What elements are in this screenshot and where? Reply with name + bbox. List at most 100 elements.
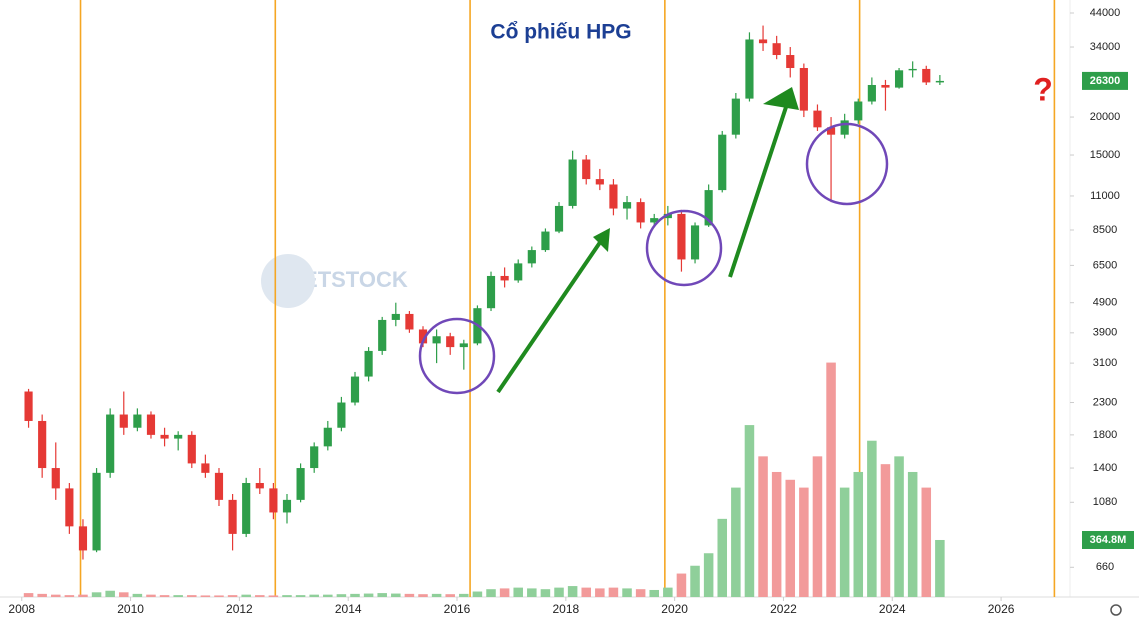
candle-body [310, 446, 319, 469]
candle-body [296, 468, 305, 500]
candle-body [894, 70, 904, 88]
y-tick-label: 8500 [1093, 224, 1117, 236]
candle-body [813, 110, 822, 128]
candle-body [282, 499, 292, 513]
price-tag-label: 26300 [1090, 75, 1121, 87]
volume-bar [295, 595, 306, 597]
volume-bar [499, 588, 510, 597]
candle-body [867, 84, 876, 102]
candle-body [731, 98, 740, 135]
candle-body [350, 376, 360, 403]
y-tick-label: 20000 [1090, 111, 1121, 123]
x-tick-label: 2014 [335, 602, 362, 616]
trend-arrow [728, 97, 791, 278]
y-tick-label: 1800 [1093, 429, 1117, 441]
candle-body [690, 225, 700, 260]
candle-body [391, 313, 400, 320]
y-tick-label: 1400 [1093, 462, 1117, 474]
x-tick-label: 2024 [879, 602, 906, 616]
volume-bar [105, 590, 115, 597]
candle-body [174, 434, 183, 439]
volume-bar [404, 593, 415, 597]
volume-bar [663, 587, 673, 597]
volume-bar [867, 440, 877, 597]
highlight-circle [418, 317, 496, 395]
candle-body [854, 101, 863, 121]
volume-bar [554, 587, 564, 597]
candle-body [228, 499, 237, 534]
candle-body [146, 414, 156, 435]
candle-body [786, 55, 795, 69]
candle-body [935, 80, 944, 83]
volume-bar [717, 518, 728, 597]
candle-body [826, 127, 836, 135]
candle-body [840, 120, 849, 135]
candle-body [187, 434, 196, 464]
candle-body [323, 427, 332, 447]
candle-body [65, 488, 74, 527]
volume-bar [119, 592, 129, 597]
volume-bar [907, 471, 918, 597]
settings-icon[interactable] [1110, 604, 1122, 616]
candle-body [609, 184, 618, 209]
volume-bar [255, 595, 265, 597]
volume-bar [431, 593, 442, 597]
x-tick-label: 2016 [444, 602, 471, 616]
volume-bar [935, 539, 945, 597]
candle-body [38, 420, 47, 469]
volume-tag-label: 364.8M [1090, 534, 1127, 546]
y-tick-label: 6500 [1093, 259, 1117, 271]
volume-bar [595, 588, 605, 597]
x-tick-label: 2026 [988, 602, 1015, 616]
candle-body [242, 483, 251, 534]
volume-bar [513, 587, 523, 597]
y-tick-label: 11000 [1090, 190, 1120, 202]
volume-bar [567, 586, 578, 597]
candle-body [527, 250, 536, 264]
volume-bar [350, 593, 360, 597]
candle-body [554, 205, 564, 232]
candle-body [486, 275, 496, 309]
volume-bar [37, 593, 47, 597]
candle-body [677, 213, 686, 260]
volume-tag [1082, 530, 1134, 549]
volume-bar [187, 595, 197, 597]
volume-bar [880, 464, 891, 597]
volume-bar [676, 573, 687, 597]
candle-body [92, 472, 101, 551]
y-tick-label: 34000 [1090, 41, 1121, 53]
volume-bar [812, 456, 823, 597]
volume-bar [472, 591, 483, 597]
candle-body [772, 43, 781, 56]
watermark-logo [261, 254, 315, 308]
volume-bar [839, 487, 850, 597]
volume-bar [635, 589, 646, 597]
candle-body [595, 179, 604, 185]
volume-bar [799, 487, 809, 597]
volume-bar [459, 593, 469, 597]
volume-bar [391, 593, 401, 597]
candle-body [201, 463, 210, 473]
volume-bar [581, 587, 591, 597]
candle-body [459, 343, 468, 348]
candle-body [582, 159, 591, 180]
volume-bar [309, 594, 319, 597]
price-tag [1082, 71, 1128, 90]
candle-body [119, 414, 128, 428]
y-tick-label: 44000 [1090, 7, 1121, 19]
volume-bar [731, 487, 741, 597]
volume-bar [690, 565, 700, 597]
candle-body [758, 39, 768, 44]
candle-body [881, 84, 890, 88]
trend-arrow [496, 236, 605, 394]
volume-bar [23, 593, 34, 597]
y-tick-label: 3100 [1093, 357, 1117, 369]
highlight-circle [645, 209, 723, 287]
volume-bar [853, 471, 864, 597]
y-tick-label: 1080 [1093, 496, 1117, 508]
candle-body [78, 526, 88, 551]
candle-body [51, 468, 60, 489]
volume-bar [282, 595, 292, 597]
candle-body [799, 68, 808, 111]
